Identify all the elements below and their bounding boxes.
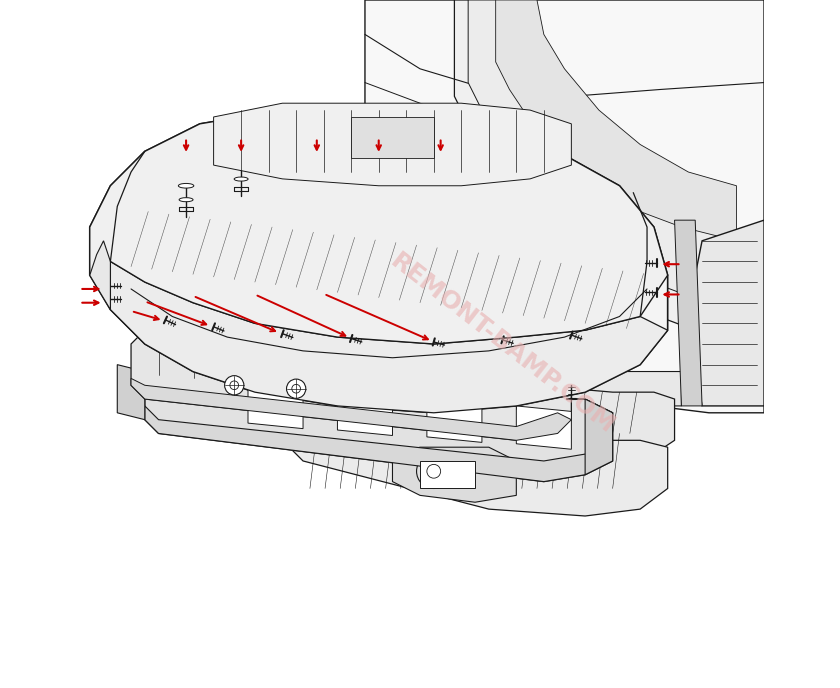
Circle shape bbox=[286, 379, 306, 398]
Polygon shape bbox=[496, 0, 737, 241]
Polygon shape bbox=[675, 220, 702, 406]
Polygon shape bbox=[420, 461, 475, 488]
Polygon shape bbox=[144, 358, 612, 482]
Circle shape bbox=[417, 454, 451, 488]
Polygon shape bbox=[282, 413, 668, 516]
Ellipse shape bbox=[433, 144, 448, 148]
Polygon shape bbox=[392, 447, 517, 502]
Polygon shape bbox=[213, 103, 571, 186]
Ellipse shape bbox=[234, 177, 248, 181]
Polygon shape bbox=[282, 365, 675, 461]
Polygon shape bbox=[688, 220, 764, 406]
Text: REMONT-BAMP.COM: REMONT-BAMP.COM bbox=[386, 249, 619, 439]
Polygon shape bbox=[118, 365, 144, 420]
Polygon shape bbox=[131, 378, 571, 440]
Ellipse shape bbox=[371, 132, 386, 136]
Ellipse shape bbox=[309, 139, 324, 143]
Polygon shape bbox=[365, 351, 681, 406]
Ellipse shape bbox=[372, 146, 386, 150]
Ellipse shape bbox=[433, 130, 449, 134]
Polygon shape bbox=[351, 117, 433, 158]
Polygon shape bbox=[90, 110, 668, 413]
Circle shape bbox=[427, 464, 441, 478]
Ellipse shape bbox=[234, 163, 249, 167]
Polygon shape bbox=[365, 0, 764, 413]
Polygon shape bbox=[90, 241, 110, 310]
Polygon shape bbox=[110, 261, 668, 413]
Polygon shape bbox=[427, 399, 482, 442]
Ellipse shape bbox=[179, 197, 193, 202]
Polygon shape bbox=[90, 110, 668, 344]
Circle shape bbox=[291, 385, 301, 393]
Polygon shape bbox=[248, 385, 303, 429]
Ellipse shape bbox=[310, 153, 323, 157]
Circle shape bbox=[230, 381, 239, 389]
Ellipse shape bbox=[178, 184, 194, 188]
Polygon shape bbox=[454, 0, 764, 344]
Polygon shape bbox=[144, 406, 612, 482]
Polygon shape bbox=[468, 0, 750, 310]
Polygon shape bbox=[338, 392, 392, 436]
Polygon shape bbox=[585, 399, 612, 475]
Polygon shape bbox=[517, 406, 571, 449]
Circle shape bbox=[224, 376, 244, 395]
Polygon shape bbox=[131, 330, 571, 440]
